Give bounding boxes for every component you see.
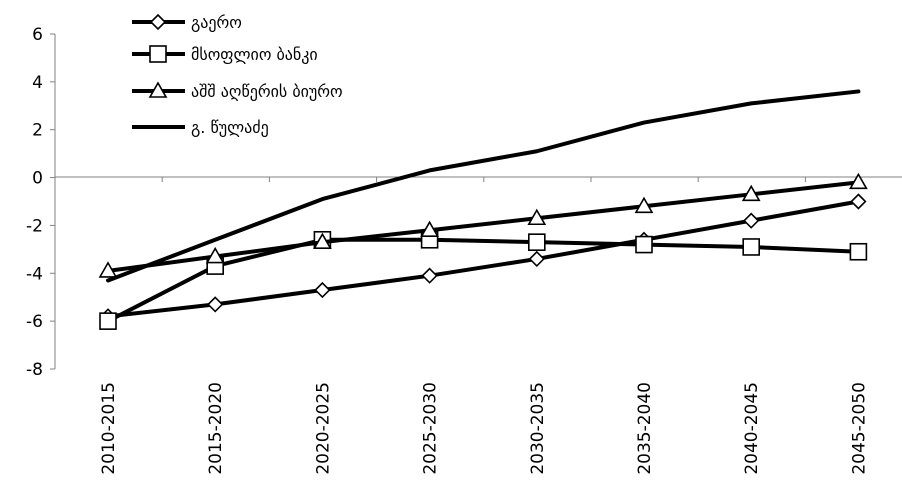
y-tick-label: 4 <box>32 73 43 93</box>
x-tick-label: 2045-2050 <box>849 382 869 475</box>
data-point <box>99 312 117 330</box>
y-tick-label: 0 <box>32 169 43 189</box>
data-point <box>314 281 331 299</box>
x-tick-label: 2015-2020 <box>206 382 226 475</box>
y-tick-label: -6 <box>26 312 43 332</box>
axes: -8 -6 -4 -2 0 2 4 6 2010-2015 2015-2020 2020-2025 2… <box>26 25 902 475</box>
data-point <box>743 212 760 229</box>
legend-marker <box>149 13 167 31</box>
legend-item: გაერო <box>132 13 242 32</box>
data-point <box>528 250 545 268</box>
legend-marker <box>148 81 168 98</box>
data-point <box>313 232 332 249</box>
y-tick-label: 6 <box>32 25 43 45</box>
data-point <box>849 172 868 190</box>
data-point <box>741 184 761 202</box>
legend-marker <box>149 45 167 63</box>
data-point <box>207 296 224 313</box>
series-line <box>106 89 861 283</box>
series-2 <box>99 230 868 330</box>
data-point <box>634 196 654 214</box>
data-point <box>635 235 653 254</box>
x-tick-label: 2035-2040 <box>635 382 655 475</box>
data-point <box>849 242 868 261</box>
data-point <box>421 267 438 284</box>
legend-item: გ. წულაძე <box>132 118 269 137</box>
series-4 <box>106 89 861 283</box>
series-line <box>106 237 861 324</box>
y-tick-label: -2 <box>26 216 43 236</box>
data-point <box>742 238 761 256</box>
series-line <box>106 199 861 319</box>
legend-item: მსოფლიო ბანკი <box>132 45 318 64</box>
data-point <box>527 233 546 251</box>
data-point <box>98 261 118 278</box>
series-layer <box>98 89 868 330</box>
y-tick-label: -4 <box>26 264 43 284</box>
legend-label: მსოფლიო ბანკი <box>191 45 318 64</box>
x-tick-label: 2020-2025 <box>313 382 333 475</box>
legend-item: აშშ აღწერის ბიურო <box>132 81 343 101</box>
data-point <box>527 208 547 226</box>
legend-label: აშშ აღწერის ბიურო <box>191 82 343 101</box>
series-3 <box>98 172 868 278</box>
x-tick-label: 2030-2035 <box>528 382 548 475</box>
series-line <box>106 180 861 273</box>
y-tick-label: -8 <box>26 360 43 380</box>
legend: გაერო მსოფლიო ბანკი აშშ აღწერის ბიურო გ. წუ… <box>132 13 343 137</box>
x-tick-label: 2040-2045 <box>742 382 762 475</box>
legend-label: გაერო <box>191 13 242 32</box>
y-tick-label: 2 <box>32 121 43 141</box>
data-point <box>420 220 439 238</box>
x-tick-label: 2010-2015 <box>99 382 119 475</box>
legend-label: გ. წულაძე <box>191 118 269 137</box>
x-tick-label: 2025-2030 <box>421 382 441 475</box>
data-point <box>850 193 867 210</box>
data-point <box>205 246 225 264</box>
